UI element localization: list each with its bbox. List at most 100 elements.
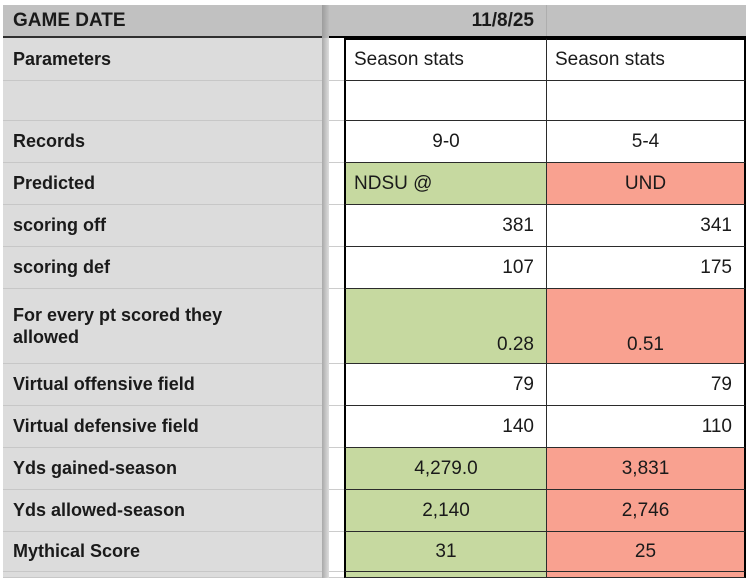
game-date-label: GAME DATE <box>13 9 126 31</box>
gap-cell[interactable] <box>329 490 344 532</box>
row-label: scoring off <box>13 215 106 236</box>
value-cell-col1[interactable]: 4,279.0 <box>344 448 547 490</box>
cell-value: 9-0 <box>432 130 460 152</box>
row-label: Virtual defensive field <box>13 416 199 437</box>
label-cell[interactable]: Virtual defensive field <box>3 406 322 448</box>
frozen-pane-shadow <box>322 572 329 578</box>
frozen-pane-shadow <box>322 532 329 572</box>
row-label: For every pt scored they allowed <box>13 304 223 348</box>
value-cell-col2[interactable]: 5-4 <box>547 121 746 163</box>
value-cell-col1[interactable]: 107 <box>344 247 547 289</box>
value-cell-col1[interactable] <box>344 81 547 121</box>
cell-value: 110 <box>701 415 732 437</box>
game-date-value-cell[interactable]: 11/8/25 <box>329 5 547 36</box>
row-virtual-offensive: Virtual offensive field 79 79 <box>3 364 746 406</box>
gap-cell[interactable] <box>329 121 344 163</box>
gap-cell[interactable] <box>329 247 344 289</box>
value-cell-col1[interactable]: 0.28 <box>344 289 547 364</box>
label-cell[interactable]: Records <box>3 121 322 163</box>
gap-cell[interactable] <box>329 572 344 578</box>
row-label: Parameters <box>13 48 112 69</box>
value-cell-col1[interactable]: 381 <box>344 205 547 247</box>
header-band: 11/8/25 <box>329 5 746 38</box>
cell-value: 3,831 <box>621 457 670 479</box>
value-cell-col1[interactable]: Season stats <box>344 38 547 81</box>
frozen-pane-shadow <box>322 121 329 163</box>
cell-value: 79 <box>710 373 732 395</box>
value-cell-col1[interactable]: 9-0 <box>344 121 547 163</box>
cell-value: 2,746 <box>621 499 670 521</box>
game-date-header-cell[interactable]: GAME DATE <box>3 5 322 38</box>
gap-cell[interactable] <box>329 406 344 448</box>
label-cell[interactable]: Virtual offensive field <box>3 364 322 406</box>
row-mythical-score: Mythical Score 31 25 <box>3 532 746 572</box>
gap-cell[interactable] <box>329 448 344 490</box>
cell-value: Season stats <box>555 49 665 70</box>
cell-value: 107 <box>502 256 534 278</box>
header-row: GAME DATE 11/8/25 <box>3 5 746 38</box>
cell-value: 175 <box>700 256 732 278</box>
cell-value: 79 <box>512 373 534 395</box>
row-label: scoring def <box>13 257 111 278</box>
row-scoring-def: scoring def 107 175 <box>3 247 746 289</box>
gap-cell[interactable] <box>329 163 344 205</box>
label-cell[interactable]: Mythical Score <box>3 532 322 572</box>
label-cell[interactable]: Yds allowed-season <box>3 490 322 532</box>
gap-cell[interactable] <box>329 205 344 247</box>
row-pts-ratio: For every pt scored they allowed 0.28 0.… <box>3 289 746 364</box>
value-cell-col1[interactable]: 79 <box>344 364 547 406</box>
label-cell[interactable]: Parameters <box>3 38 322 81</box>
cell-value: 25 <box>634 540 657 562</box>
cell-value: 2,140 <box>422 499 470 521</box>
row-predicted: Predicted NDSU @ UND <box>3 163 746 205</box>
value-cell-col2[interactable]: 2,746 <box>547 490 746 532</box>
value-cell-col2[interactable] <box>547 81 746 121</box>
value-cell-col1[interactable]: NDSU @ <box>344 163 547 205</box>
label-cell[interactable]: scoring def <box>3 247 322 289</box>
row-label: Predicted <box>13 173 96 194</box>
cell-value: 140 <box>502 415 534 437</box>
game-date-value: 11/8/25 <box>471 9 534 31</box>
label-cell[interactable] <box>3 81 322 121</box>
label-cell[interactable] <box>3 572 322 578</box>
gap-cell[interactable] <box>329 289 344 364</box>
frozen-pane-shadow <box>322 81 329 121</box>
label-cell[interactable]: For every pt scored they allowed <box>3 289 322 364</box>
frozen-pane-shadow <box>322 38 329 81</box>
gap-cell[interactable] <box>329 38 344 81</box>
frozen-pane-shadow <box>322 490 329 532</box>
cell-value: NDSU @ <box>354 172 433 194</box>
value-cell-col2[interactable]: UND <box>547 163 746 205</box>
value-cell-col1[interactable]: 31 <box>344 532 547 572</box>
gap-cell[interactable] <box>329 364 344 406</box>
value-cell-col2[interactable] <box>547 572 746 578</box>
value-cell-col2[interactable]: 0.51 <box>547 289 746 364</box>
value-cell-col2[interactable]: 175 <box>547 247 746 289</box>
value-cell-col2[interactable]: Season stats <box>547 38 746 81</box>
cell-value: 4,279.0 <box>414 457 478 479</box>
cell-value: 381 <box>502 214 534 236</box>
value-cell-col2[interactable]: 3,831 <box>547 448 746 490</box>
cell-value: 31 <box>435 540 457 562</box>
label-cell[interactable]: Yds gained-season <box>3 448 322 490</box>
row-partial-clipped <box>3 572 746 578</box>
label-cell[interactable]: Predicted <box>3 163 322 205</box>
value-cell-col2[interactable]: 110 <box>547 406 746 448</box>
cell-value: UND <box>624 172 667 194</box>
value-cell-col2[interactable]: 79 <box>547 364 746 406</box>
value-cell-col1[interactable] <box>344 572 547 578</box>
value-cell-col1[interactable]: 2,140 <box>344 490 547 532</box>
gap-cell[interactable] <box>329 81 344 121</box>
value-cell-col1[interactable]: 140 <box>344 406 547 448</box>
cell-value: 0.28 <box>497 334 534 355</box>
frozen-pane-shadow <box>322 406 329 448</box>
cell-value: 5-4 <box>631 130 660 152</box>
row-empty <box>3 81 746 121</box>
frozen-pane-shadow <box>322 364 329 406</box>
gap-cell[interactable] <box>329 532 344 572</box>
value-cell-col2[interactable]: 341 <box>547 205 746 247</box>
row-label: Yds gained-season <box>13 458 178 479</box>
frozen-pane-shadow <box>322 448 329 490</box>
value-cell-col2[interactable]: 25 <box>547 532 746 572</box>
label-cell[interactable]: scoring off <box>3 205 322 247</box>
